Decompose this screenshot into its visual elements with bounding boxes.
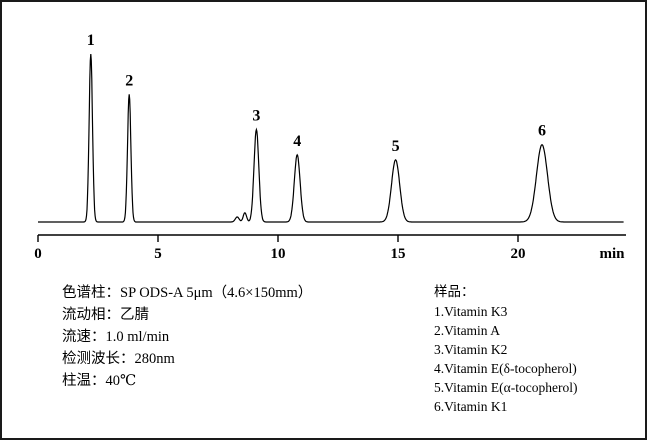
chromatogram-plot-area: 0 5 10 15 20 min 1 2 3 4 5 6 [2, 2, 645, 270]
conditions-list: 色谱柱：SP ODS-A 5μm（4.6×150mm） 流动相：乙腈 流速：1.… [62, 282, 434, 392]
sample-item-1: 1.Vitamin K3 [434, 304, 508, 319]
x-tick-label: 20 [511, 246, 526, 262]
peak-label: 4 [293, 133, 301, 150]
condition-temperature: 柱温：40℃ [62, 373, 137, 389]
peak-label: 3 [252, 108, 260, 125]
peak-label: 6 [538, 123, 546, 140]
peak-label: 2 [125, 72, 133, 89]
x-axis-unit-label: min [599, 246, 625, 262]
condition-wavelength: 检测波长：280nm [62, 351, 175, 367]
sample-item-6: 6.Vitamin K1 [434, 399, 508, 414]
condition-mobile-phase: 流动相：乙腈 [62, 307, 149, 323]
x-tick-label: 10 [271, 246, 286, 262]
figure-caption-area: 色谱柱：SP ODS-A 5μm（4.6×150mm） 流动相：乙腈 流速：1.… [2, 270, 645, 416]
x-tick-label: 0 [34, 246, 42, 262]
samples-list: 样品： 1.Vitamin K3 2.Vitamin A 3.Vitamin K… [434, 282, 577, 416]
x-tick-label: 5 [154, 246, 162, 262]
sample-item-4: 4.Vitamin E(δ-tocopherol) [434, 361, 577, 376]
peak-label: 5 [392, 138, 400, 155]
sample-item-5: 5.Vitamin E(α-tocopherol) [434, 380, 578, 395]
condition-flow-rate: 流速：1.0 ml/min [62, 329, 170, 345]
sample-item-3: 3.Vitamin K2 [434, 342, 508, 357]
sample-item-2: 2.Vitamin A [434, 323, 500, 338]
trace-line [38, 53, 624, 223]
x-tick-label: 15 [391, 246, 406, 262]
samples-title: 样品： [434, 284, 475, 299]
condition-column: 色谱柱：SP ODS-A 5μm（4.6×150mm） [62, 285, 313, 301]
chromatogram-plot: 0 5 10 15 20 min 1 2 3 4 5 6 [34, 32, 626, 262]
peak-label: 1 [87, 32, 95, 49]
